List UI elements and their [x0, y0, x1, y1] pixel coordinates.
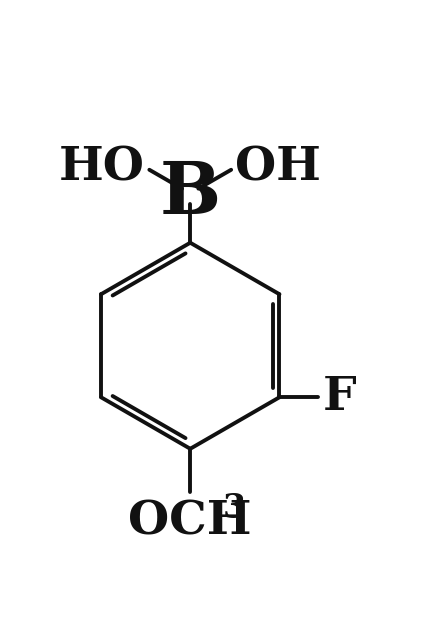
- Text: OH: OH: [235, 145, 321, 191]
- Text: OCH: OCH: [128, 498, 252, 544]
- Text: 3: 3: [222, 492, 246, 525]
- Text: F: F: [323, 374, 357, 420]
- Text: HO: HO: [59, 145, 145, 191]
- Text: B: B: [160, 158, 221, 229]
